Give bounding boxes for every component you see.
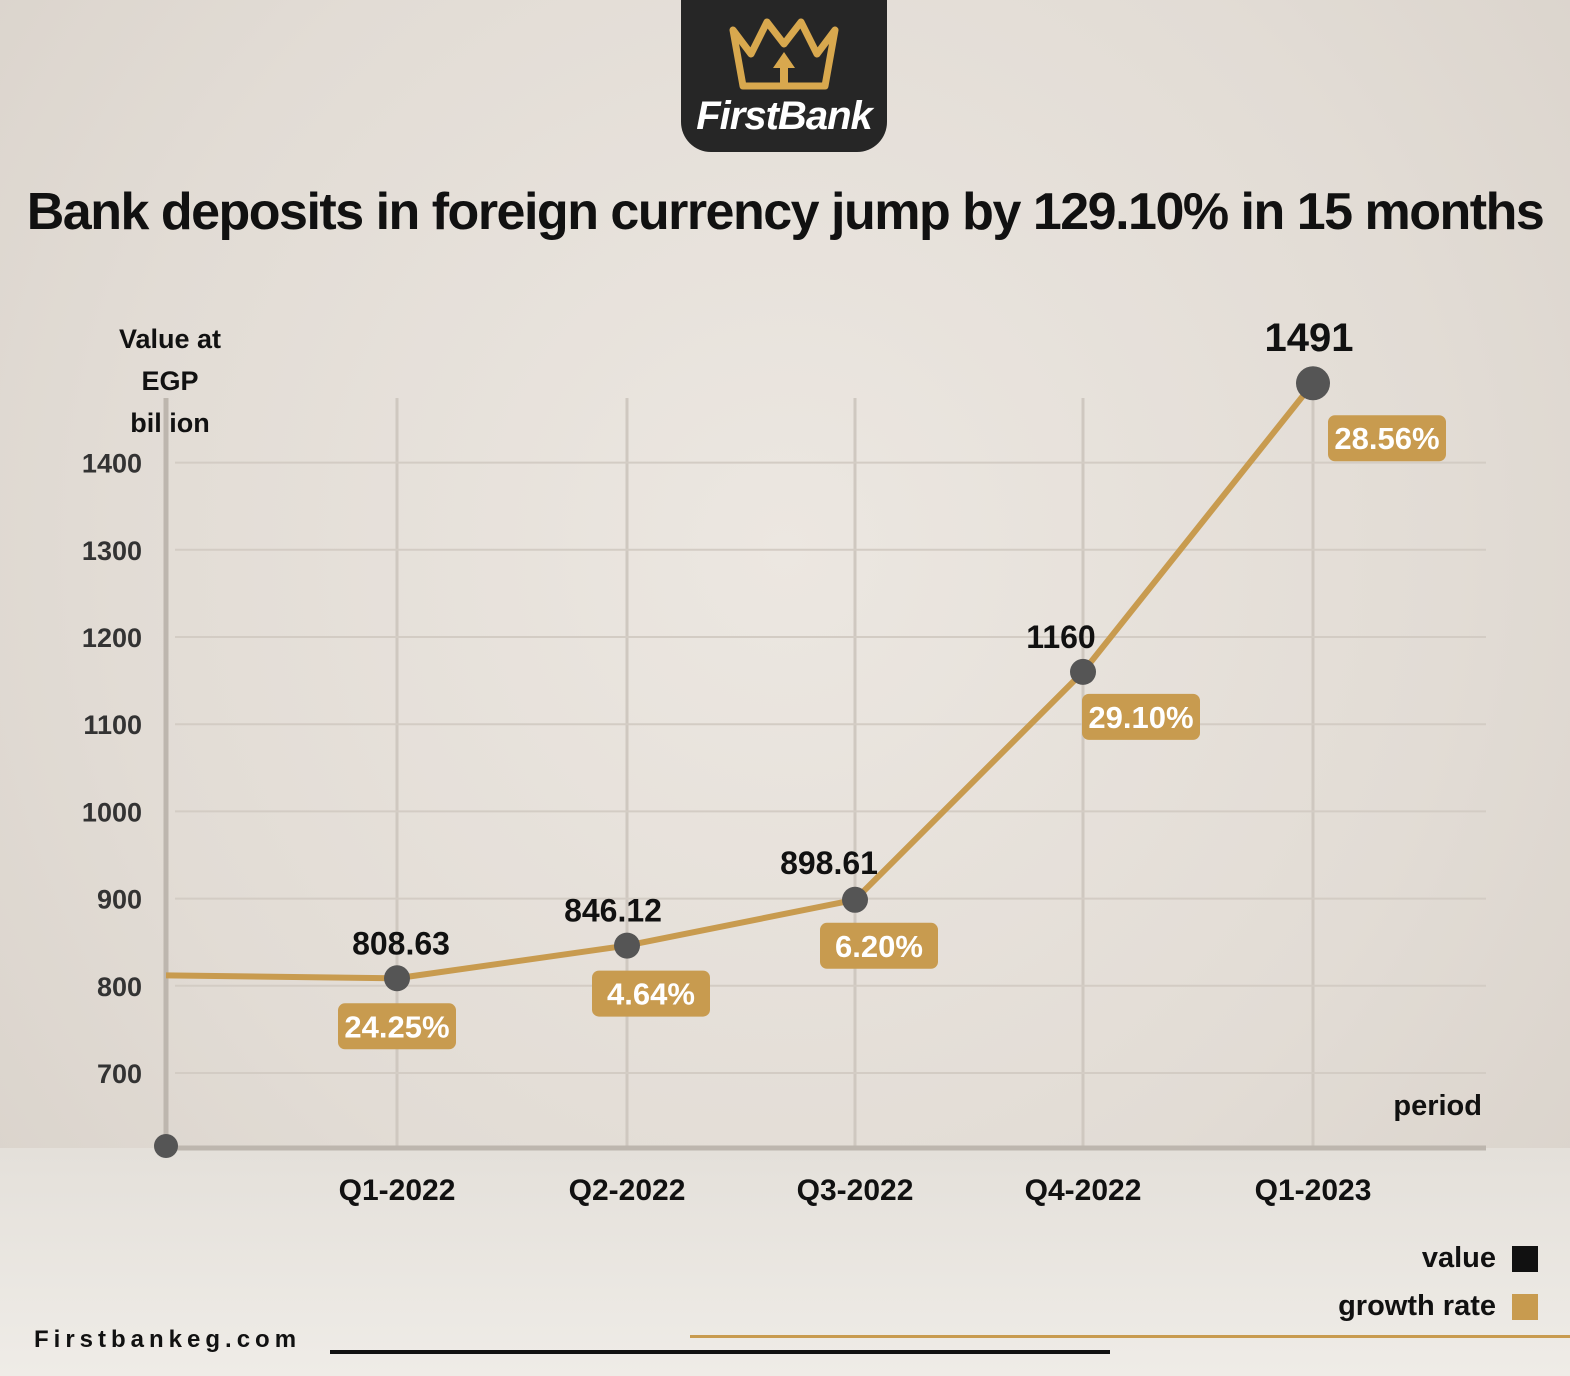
y-tick-label: 1400 — [82, 449, 142, 479]
growth-rate-label: 28.56% — [1334, 421, 1439, 456]
series-line-value — [165, 381, 1316, 982]
data-point-marker — [842, 886, 868, 913]
legend-swatch-value — [1512, 1245, 1538, 1272]
footer-rule-gold — [690, 1335, 1570, 1338]
origin-marker — [154, 1134, 178, 1158]
brand-logo: FirstBank — [681, 0, 887, 152]
y-tick-label: 900 — [97, 885, 142, 915]
x-tick-label: Q4-2022 — [1025, 1174, 1142, 1207]
growth-rate-badge — [1082, 693, 1200, 740]
x-axis-label: period — [1393, 1090, 1482, 1122]
data-point-marker — [1296, 366, 1330, 401]
y-tick-label: 1100 — [83, 710, 142, 740]
x-tick-label: Q3-2022 — [797, 1174, 914, 1207]
data-value-label: 1160 — [1026, 619, 1095, 655]
y-axis-label-line-1: Value at — [118, 324, 222, 354]
data-value-label: 1491 — [1265, 316, 1354, 360]
y-tick-label: 1000 — [82, 797, 142, 827]
legend-item-value: value — [1422, 1242, 1538, 1275]
growth-rate-badge — [820, 922, 938, 969]
data-value-label: 898.61 — [780, 845, 878, 881]
growth-rate-label: 24.25% — [344, 1009, 449, 1044]
legend-swatch-growth-rate — [1512, 1293, 1538, 1320]
growth-rate-label: 29.10% — [1088, 700, 1193, 735]
website-link[interactable]: Firstbankeg.com — [34, 1326, 302, 1353]
x-tick-label: Q1-2022 — [339, 1174, 456, 1207]
data-point-marker — [614, 932, 640, 959]
y-tick-label: 700 — [97, 1059, 142, 1089]
y-axis-label-line-2: EGP billion — [130, 366, 210, 438]
data-point-marker — [384, 965, 410, 992]
growth-rate-badge — [338, 1003, 456, 1050]
data-value-label: 808.63 — [352, 925, 450, 961]
legend-label-growth-rate: growth rate — [1338, 1290, 1496, 1322]
brand-name: FirstBank — [696, 94, 873, 138]
legend-label-value: value — [1421, 1242, 1496, 1274]
crown-icon — [729, 18, 839, 90]
y-tick-label: 800 — [97, 972, 142, 1002]
growth-rate-label: 6.20% — [835, 929, 923, 964]
data-value-label: 846.12 — [564, 893, 662, 929]
growth-rate-badge — [592, 970, 710, 1017]
y-tick-label: 1200 — [82, 623, 142, 653]
x-tick-label: Q1-2023 — [1255, 1174, 1372, 1207]
x-tick-label: Q2-2022 — [569, 1174, 686, 1207]
growth-rate-label: 4.64% — [607, 977, 695, 1012]
chart-floor — [0, 1148, 1570, 1376]
growth-rate-badge — [1328, 415, 1446, 462]
data-point-marker — [1070, 658, 1096, 685]
footer-rule-black — [330, 1350, 1110, 1354]
y-tick-label: 1300 — [82, 536, 142, 566]
legend-item-growth-rate: growth rate — [1338, 1290, 1538, 1323]
chart-title: Bank deposits in foreign currency jump b… — [26, 183, 1545, 241]
y-axis-label: Value at EGP billion — [100, 318, 240, 444]
